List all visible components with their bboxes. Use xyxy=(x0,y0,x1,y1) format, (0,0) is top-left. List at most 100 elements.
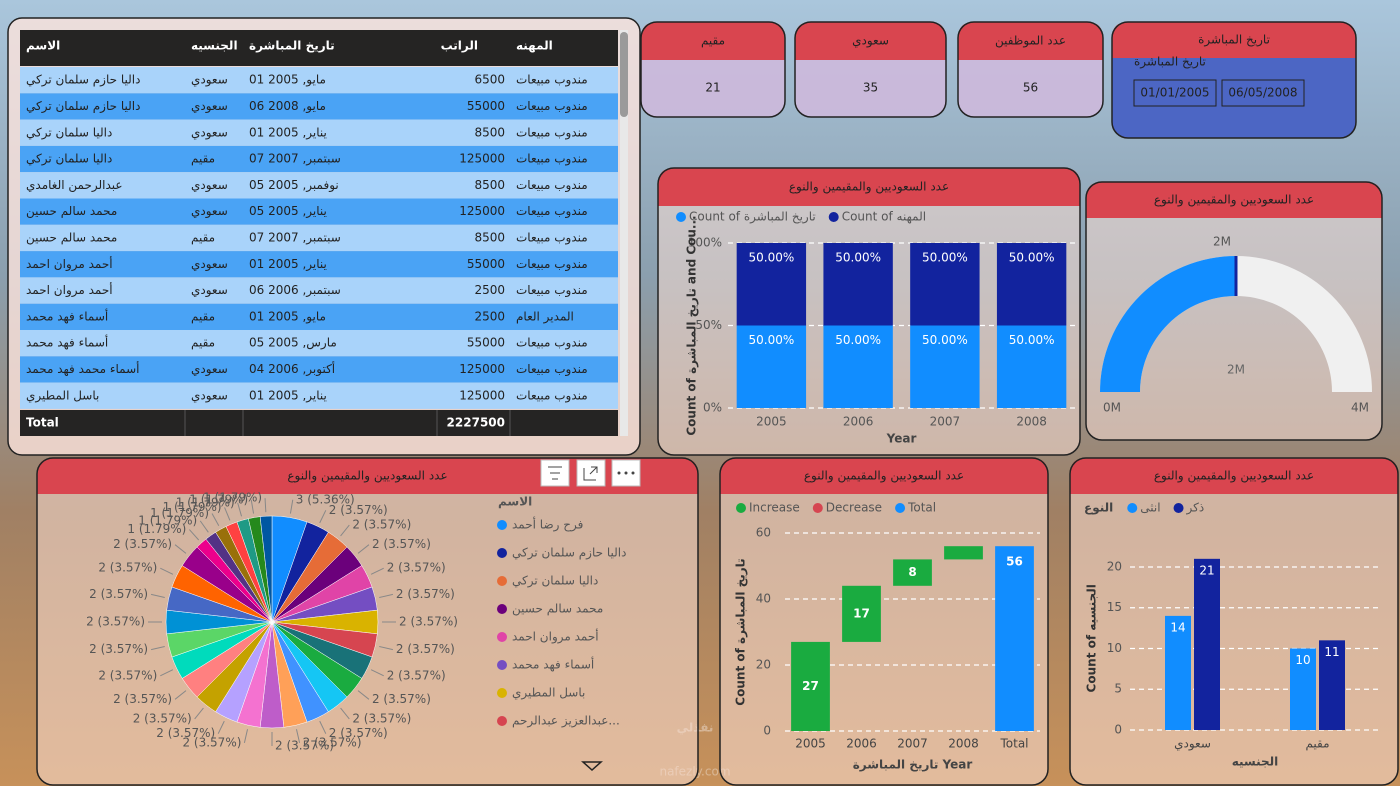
legend-label[interactable]: محمد سالم حسين xyxy=(512,602,603,617)
legend-marker xyxy=(497,604,507,614)
data-label: 8 xyxy=(908,565,916,579)
legend-label[interactable]: Count of المهنه xyxy=(842,210,926,224)
column-header[interactable]: الراتب xyxy=(441,39,478,53)
data-label: 1 (1.79%) xyxy=(138,513,197,527)
legend-label[interactable]: باسل المطيري xyxy=(512,686,585,701)
table-cell: مندوب مبيعات xyxy=(516,99,588,114)
panel-border xyxy=(794,21,947,118)
panel-header xyxy=(1086,182,1382,218)
panel-border xyxy=(1085,181,1383,441)
legend-label[interactable]: Count of تاريخ المباشرة xyxy=(689,210,816,225)
legend-label[interactable]: فرح رضا أحمد xyxy=(512,517,583,533)
legend-label[interactable]: انثى xyxy=(1140,501,1160,515)
pie-slice[interactable] xyxy=(259,515,273,623)
data-label: 2 (3.57%) xyxy=(89,642,148,656)
column-header[interactable]: تاريخ المباشرة xyxy=(249,39,335,53)
more-dot xyxy=(617,471,621,475)
x-tick-label: 2005 xyxy=(756,415,787,429)
legend-marker xyxy=(497,576,507,586)
leader-line xyxy=(160,669,174,677)
y-axis-title: Count of تاريخ المباشرة and Cou... xyxy=(685,215,699,435)
bar xyxy=(791,641,830,731)
bar-segment xyxy=(996,325,1067,408)
legend-label[interactable]: Decrease xyxy=(826,501,882,515)
table-cell: مقيم xyxy=(191,230,215,244)
y-tick-label: 40 xyxy=(756,592,771,606)
data-label: 50.00% xyxy=(1009,333,1055,347)
legend-marker xyxy=(497,520,507,530)
panel-title: عدد السعوديين والمقيمين والنوع xyxy=(1154,193,1314,208)
table-cell: أحمد مروان احمد xyxy=(26,282,113,298)
bar xyxy=(1194,558,1220,730)
legend-marker xyxy=(1127,503,1138,513)
column-header[interactable]: الجنسيه xyxy=(191,39,238,53)
table-cell: سعودي xyxy=(191,283,228,298)
card-value: 35 xyxy=(863,81,878,95)
table-cell: سعودي xyxy=(191,178,228,193)
date-input[interactable] xyxy=(1133,79,1217,107)
table-cell: 125000 xyxy=(459,152,505,166)
y-tick-label: 0 xyxy=(763,724,771,738)
legend-label[interactable]: أحمد مروان احمد xyxy=(512,629,599,645)
table-row xyxy=(20,224,618,252)
x-tick-label: 2008 xyxy=(948,737,979,751)
x-tick-label: مقيم xyxy=(1305,737,1329,751)
table-row xyxy=(20,303,618,330)
table-row xyxy=(20,119,618,146)
data-label: 2 (3.57%) xyxy=(352,711,411,725)
card-value: 21 xyxy=(705,81,720,95)
legend-marker xyxy=(1173,503,1184,513)
leader-line xyxy=(224,507,231,521)
table-cell: عبدالرحمن الغامدي xyxy=(26,178,123,193)
legend-label[interactable]: أسماء فهد محمد xyxy=(512,657,594,672)
legend-label[interactable]: عبدالعزيز عبدالرحم... xyxy=(512,714,620,729)
panel-title: عدد السعوديين والمقيمين والنوع xyxy=(1154,469,1314,484)
bar xyxy=(842,585,881,642)
legend-marker xyxy=(497,632,507,642)
y-tick-label: 50% xyxy=(695,318,722,332)
column-header[interactable]: المهنه xyxy=(516,39,553,53)
data-label: 2 (3.57%) xyxy=(329,726,388,740)
legend-label[interactable]: Increase xyxy=(749,501,800,515)
table-cell: سبتمبر, 2007 07 xyxy=(249,230,341,245)
panel-border xyxy=(957,21,1104,118)
table-cell: سعودي xyxy=(191,257,228,272)
table-cell: مندوب مبيعات xyxy=(516,125,588,140)
table-row xyxy=(20,382,618,409)
y-axis-title: Count of الجنسيه xyxy=(1085,584,1099,692)
legend-marker xyxy=(497,716,507,726)
legend-label[interactable]: ذكر xyxy=(1186,501,1205,516)
leader-line xyxy=(357,544,370,554)
legend-label[interactable]: داليا سلمان تركي xyxy=(512,574,598,589)
table-cell: مندوب مبيعات xyxy=(516,362,588,377)
column-header[interactable]: الاسم xyxy=(26,39,60,53)
table-cell: نوفمبر, 2005 05 xyxy=(249,178,339,193)
scrollbar-thumb[interactable] xyxy=(620,32,628,117)
data-label: 1 (1.79%) xyxy=(163,500,222,514)
table-cell: يناير, 2005 05 xyxy=(249,204,327,219)
data-label: 2 (3.57%) xyxy=(113,537,172,551)
panel-title: مقيم xyxy=(701,34,725,48)
table-cell: يناير, 2005 01 xyxy=(249,257,327,272)
leader-line xyxy=(370,669,384,677)
table-cell: المدير العام xyxy=(516,309,574,324)
table-cell: 8500 xyxy=(474,230,505,244)
total-value: 2227500 xyxy=(447,416,505,430)
table-cell: سعودي xyxy=(191,362,228,377)
table-cell: مايو, 2005 01 xyxy=(249,309,326,324)
table-row xyxy=(20,251,618,278)
legend-marker xyxy=(497,548,507,558)
bar-segment xyxy=(910,325,980,408)
scroll-arrow[interactable] xyxy=(581,761,603,772)
date-input[interactable] xyxy=(1221,79,1305,107)
data-label: 2 (3.57%) xyxy=(329,503,388,517)
table-cell: مقيم xyxy=(191,336,215,350)
leader-line xyxy=(289,499,294,514)
data-label: 2 (3.57%) xyxy=(387,561,446,575)
table-cell: أسماء فهد محمد xyxy=(26,308,108,323)
legend-label[interactable]: داليا حازم سلمان تركي xyxy=(512,546,626,561)
legend-label[interactable]: Total xyxy=(907,501,936,515)
data-label: 2 (3.57%) xyxy=(303,735,362,749)
leader-line xyxy=(150,593,165,599)
gauge-value: 2M xyxy=(1227,363,1245,377)
